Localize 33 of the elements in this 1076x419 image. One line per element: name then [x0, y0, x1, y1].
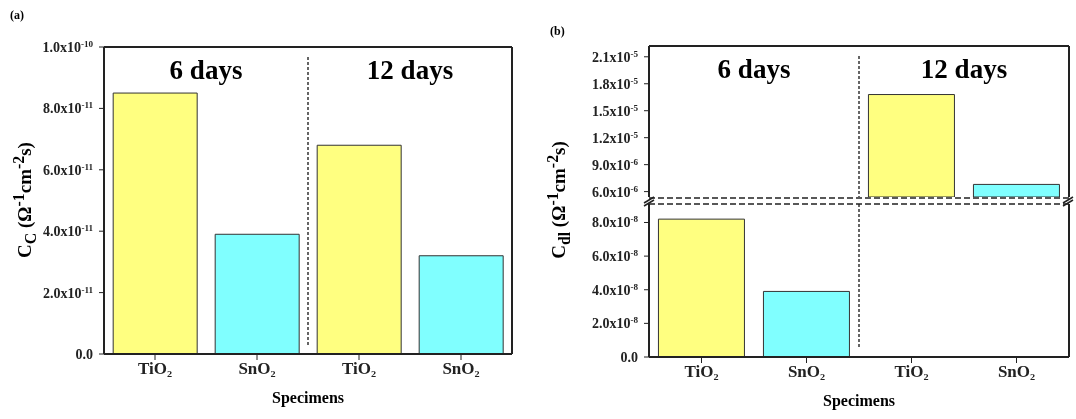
x-tick-label: SnO₂ — [997, 362, 1036, 382]
y-tick-label: 1.5x10$^{-5}$ — [591, 102, 639, 119]
y-tick-label: 0.0 — [620, 350, 638, 365]
y-tick-label: 2.0x10$^{-8}$ — [591, 315, 639, 332]
x-tick-label: TiO₂ — [341, 359, 377, 379]
x-tick-label: TiO₂ — [684, 362, 719, 382]
annotation: 12 days — [919, 54, 1009, 85]
x-axis-title: Specimens — [822, 392, 896, 410]
y-tick-label: 6.0x10$^{-6}$ — [591, 183, 639, 200]
x-tick-label: TiO₂ — [894, 362, 929, 382]
y-tick-label: 1.8x10$^{-5}$ — [591, 75, 639, 92]
chart-title: (b) — [550, 24, 565, 39]
y-tick-label: 6.0x10$^{-11}$ — [42, 161, 94, 178]
y-tick-label: 4.0x10$^{-11}$ — [42, 223, 94, 240]
x-axis-title: Specimens — [271, 389, 345, 407]
x-tick-label: SnO₂ — [238, 359, 276, 379]
y-tick-label: 8.0x10$^{-11}$ — [42, 100, 94, 117]
x-tick-label: SnO₂ — [442, 359, 480, 379]
y-tick-label: 8.0x10$^{-8}$ — [591, 214, 639, 231]
annotation: 6 days — [168, 55, 244, 86]
x-tick-label: SnO₂ — [787, 362, 826, 382]
y-tick-label: 1.2x10$^{-5}$ — [591, 129, 639, 146]
y-tick-label: 1.0x10$^{-10}$ — [42, 39, 94, 55]
y-tick-label: 6.0x10$^{-8}$ — [591, 248, 639, 265]
y-tick-label: 0.0 — [75, 347, 93, 362]
chart-title: (a) — [10, 8, 24, 23]
y-tick-label: 4.0x10$^{-8}$ — [591, 281, 639, 298]
annotation: 12 days — [365, 55, 455, 86]
y-tick-label: 9.0x10$^{-6}$ — [591, 156, 639, 173]
x-tick-label: TiO₂ — [137, 359, 173, 379]
y-tick-label: 2.1x10$^{-5}$ — [591, 48, 639, 65]
y-tick-label: 2.0x10$^{-11}$ — [42, 284, 94, 301]
annotation: 6 days — [716, 54, 792, 85]
